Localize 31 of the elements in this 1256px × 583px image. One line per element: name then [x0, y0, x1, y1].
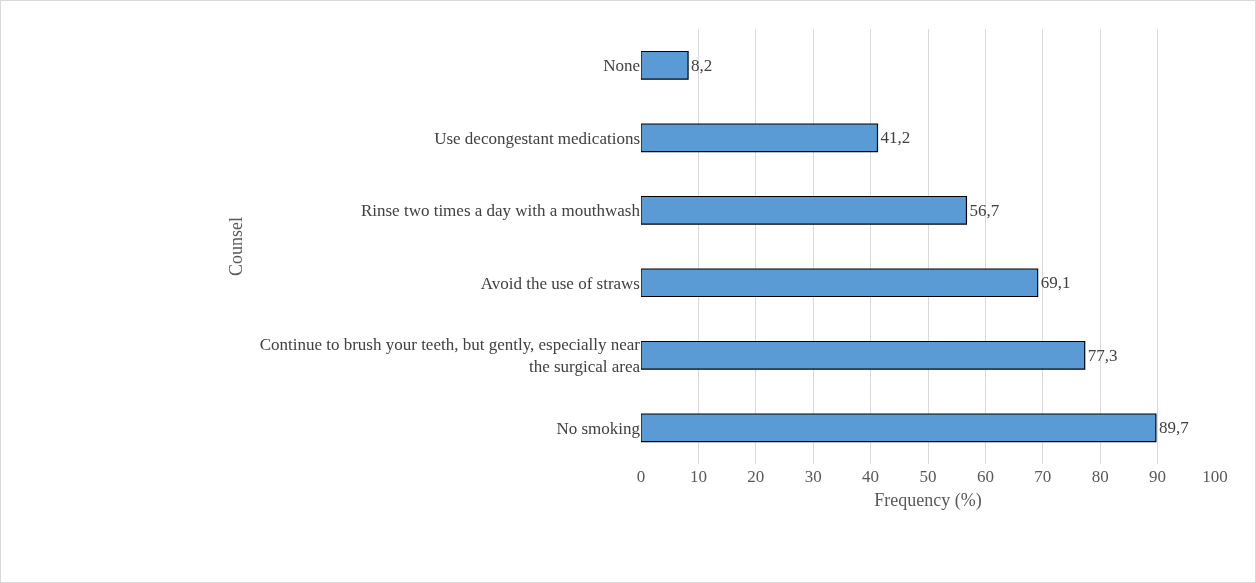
bar	[641, 340, 1086, 370]
x-tick-label: 100	[1202, 467, 1228, 486]
x-tick-label: 30	[804, 467, 822, 486]
x-tick-label: 20	[747, 467, 765, 486]
x-axis-title: Frequency (%)	[874, 490, 982, 512]
x-tick-label: 90	[1149, 467, 1167, 486]
x-tick-label: 80	[1091, 467, 1109, 486]
bar	[641, 268, 1039, 298]
data-label: 89,7	[1158, 418, 1190, 438]
y-tick-label: Continue to brush your teeth, but gently, especially near the surgical area	[259, 335, 641, 377]
data-label: 56,7	[969, 200, 1000, 220]
x-tick-label: 50	[919, 467, 937, 486]
x-tick-label: 40	[862, 467, 880, 486]
y-tick-label: Use decongestant medications	[434, 128, 640, 148]
y-tick-label: Avoid the use of straws	[480, 273, 640, 293]
y-axis-title: Counsel	[225, 216, 246, 277]
y-tick-label: None	[603, 56, 640, 76]
bar	[641, 413, 1157, 443]
data-label: 69,1	[1040, 273, 1071, 293]
x-tick-label: 0	[636, 467, 646, 486]
bar	[641, 123, 879, 153]
bar	[641, 195, 968, 225]
data-label: 77,3	[1087, 345, 1118, 365]
data-label: 8,2	[691, 55, 713, 75]
x-tick-label: 70	[1034, 467, 1052, 486]
bar	[641, 50, 689, 80]
y-tick-label: No smoking	[556, 418, 641, 438]
x-tick-label: 10	[689, 467, 707, 486]
y-tick-label: Rinse two times a day with a mouthwash	[360, 201, 641, 221]
data-label: 41,2	[880, 128, 911, 148]
x-tick-label: 60	[976, 467, 994, 486]
